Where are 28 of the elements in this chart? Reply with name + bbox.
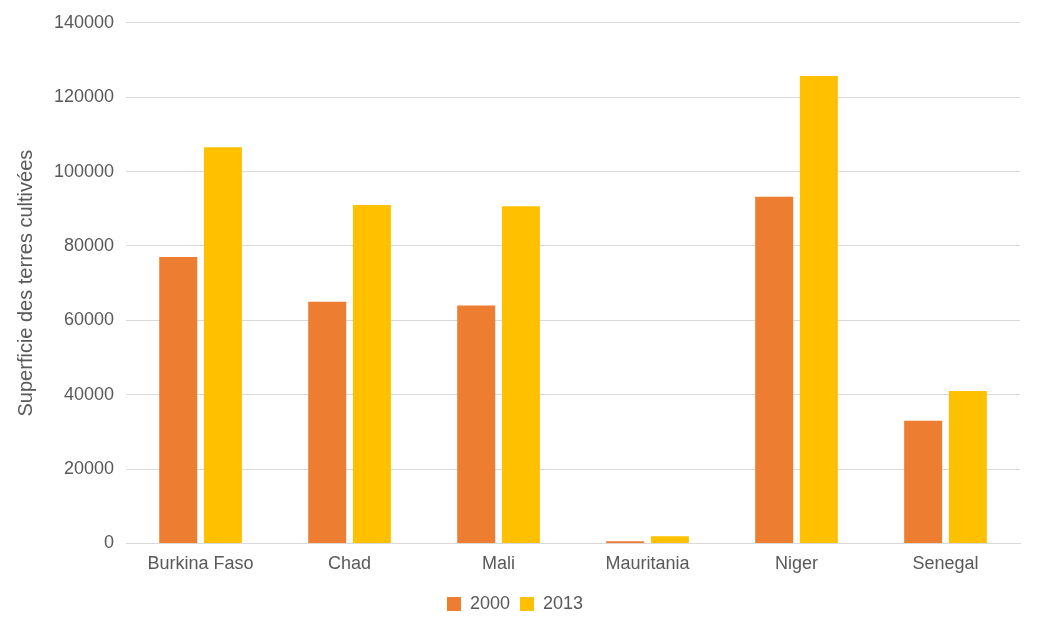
y-tick-label: 40000 bbox=[64, 383, 115, 404]
legend-label: 2000 bbox=[469, 592, 510, 613]
bar bbox=[352, 205, 391, 543]
bar bbox=[308, 301, 347, 543]
x-tick-label: Mauritania bbox=[605, 553, 691, 574]
bar bbox=[203, 147, 242, 543]
bar bbox=[159, 257, 198, 543]
bar bbox=[799, 75, 838, 543]
bar bbox=[457, 305, 496, 543]
x-tick-label: Niger bbox=[775, 553, 819, 574]
x-tick-label: Mali bbox=[482, 553, 516, 574]
bar bbox=[501, 206, 540, 543]
y-tick-label: 0 bbox=[104, 532, 115, 553]
y-tick-label: 20000 bbox=[64, 458, 115, 478]
y-axis-title: Superficie des terres cultivées bbox=[13, 149, 36, 417]
y-tick-label: 100000 bbox=[53, 160, 115, 181]
y-tick-label: 80000 bbox=[64, 234, 115, 255]
x-tick-label: Senegal bbox=[912, 553, 979, 574]
y-tick-label: 60000 bbox=[64, 309, 115, 330]
y-tick-label: 140000 bbox=[53, 11, 115, 32]
bar bbox=[904, 420, 943, 543]
y-tick-label: 120000 bbox=[53, 86, 115, 107]
x-tick-label: Chad bbox=[328, 553, 372, 574]
bar bbox=[755, 196, 794, 543]
bar bbox=[650, 536, 689, 543]
bar bbox=[948, 390, 987, 543]
legend-label: 2013 bbox=[543, 592, 584, 613]
x-tick-label: Burkina Faso bbox=[147, 553, 254, 574]
